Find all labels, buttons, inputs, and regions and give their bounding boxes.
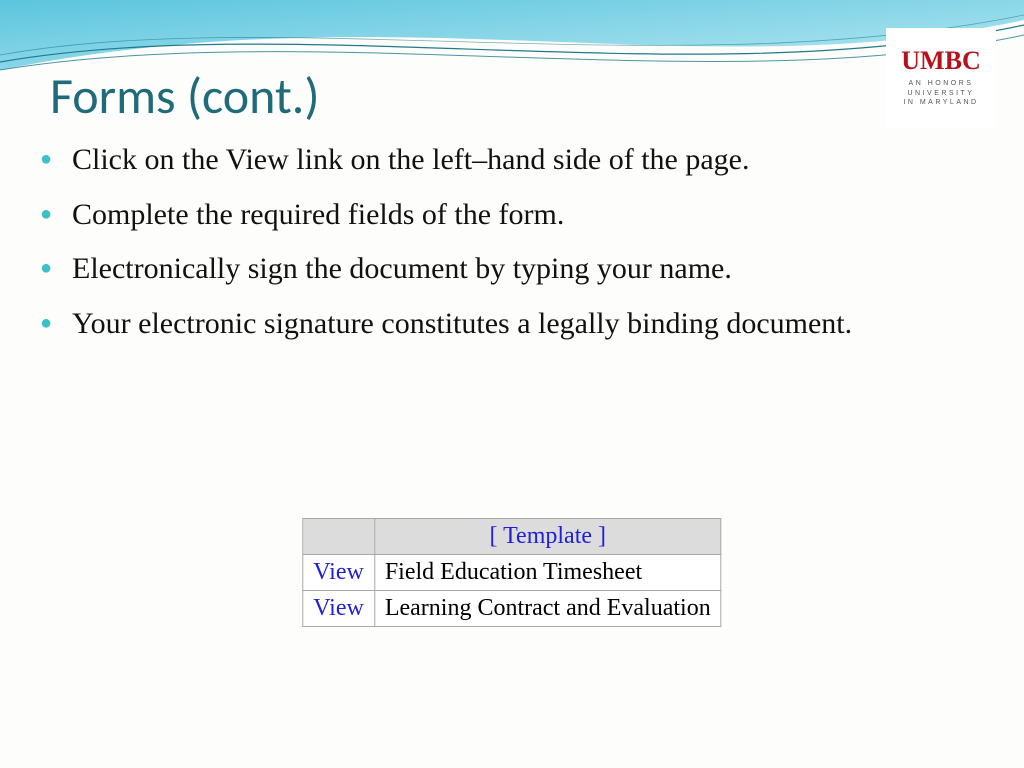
umbc-logo: UMBC AN HONORS UNIVERSITY IN MARYLAND	[886, 28, 996, 128]
template-name-cell: Learning Contract and Evaluation	[374, 591, 721, 627]
table-row: View Field Education Timesheet	[303, 555, 721, 591]
bullet-item: Your electronic signature constitutes a …	[36, 304, 984, 345]
bullet-list: Click on the View link on the left–hand …	[36, 140, 984, 358]
table-header-template: [ Template ]	[374, 519, 721, 555]
template-table: [ Template ] View Field Education Timesh…	[302, 518, 721, 627]
table-header-blank	[303, 519, 375, 555]
bullet-item: Electronically sign the document by typi…	[36, 249, 984, 290]
logo-sub-text: AN HONORS UNIVERSITY IN MARYLAND	[903, 79, 978, 108]
bullet-item: Click on the View link on the left–hand …	[36, 140, 984, 181]
template-table-wrap: [ Template ] View Field Education Timesh…	[302, 518, 721, 627]
template-name-cell: Field Education Timesheet	[374, 555, 721, 591]
slide-title: Forms (cont.)	[50, 66, 319, 127]
view-link[interactable]: View	[303, 555, 375, 591]
logo-main-text: UMBC	[901, 48, 980, 74]
table-row: View Learning Contract and Evaluation	[303, 591, 721, 627]
view-link[interactable]: View	[303, 591, 375, 627]
table-header-row: [ Template ]	[303, 519, 721, 555]
bullet-item: Complete the required fields of the form…	[36, 195, 984, 236]
